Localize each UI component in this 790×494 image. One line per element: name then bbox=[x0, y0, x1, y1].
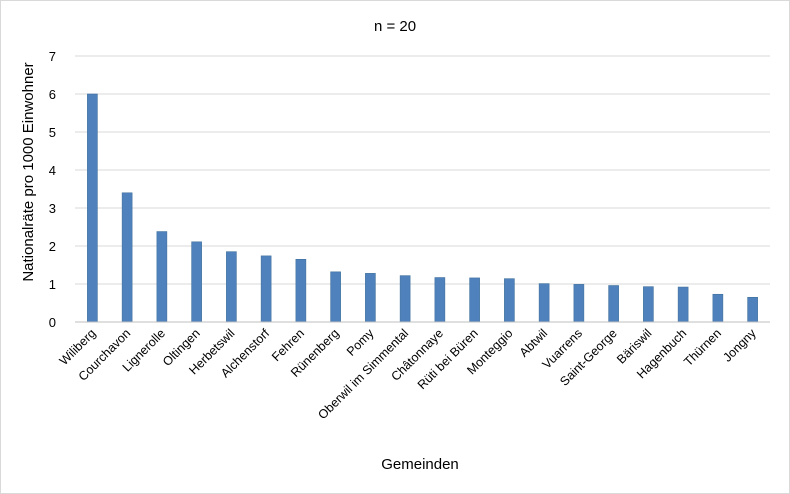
bar-herbetswil bbox=[226, 251, 237, 323]
bar-oltingen bbox=[191, 241, 202, 323]
x-tick-label: Pomy bbox=[344, 326, 377, 359]
y-axis-title: Nationalräte pro 1000 Einwohner bbox=[20, 62, 37, 281]
x-tick-label: Jongny bbox=[720, 326, 759, 365]
bar-hagenbuch bbox=[677, 286, 689, 323]
x-tick-label: Abtwil bbox=[517, 326, 550, 359]
bar-châtonnaye bbox=[434, 277, 446, 323]
x-axis-title: Gemeinden bbox=[381, 456, 459, 473]
bar-rünenberg bbox=[330, 271, 341, 323]
bar-bäriswil bbox=[643, 286, 654, 323]
bar-monteggio bbox=[504, 278, 515, 323]
bar-saint-george bbox=[608, 285, 619, 323]
y-axis-ticks: 0 1 2 3 4 5 6 7 bbox=[49, 49, 56, 330]
bar-alchenstorf bbox=[260, 255, 272, 323]
y-tick-label: 7 bbox=[49, 49, 56, 64]
y-tick-label: 2 bbox=[49, 239, 56, 254]
bar-pomy bbox=[365, 273, 376, 323]
y-tick-label: 3 bbox=[49, 201, 56, 216]
bar-oberwil-im-simmental bbox=[399, 275, 411, 323]
bar-fehren bbox=[295, 258, 307, 323]
bar-vuarrens bbox=[573, 284, 585, 323]
bar-wiliberg bbox=[87, 93, 98, 323]
y-tick-label: 5 bbox=[49, 125, 56, 140]
bar-abtwil bbox=[538, 283, 550, 323]
y-tick-label: 1 bbox=[49, 277, 56, 292]
bar-courchavon bbox=[121, 192, 133, 323]
x-tick-label: Thürnen bbox=[681, 326, 724, 369]
bar-rüti-bei-büren bbox=[469, 277, 480, 323]
bar-lignerolle bbox=[156, 231, 168, 323]
y-tick-label: 6 bbox=[49, 87, 56, 102]
x-axis-tick-labels: WilibergCourchavonLignerolleOltingenHerb… bbox=[57, 326, 760, 422]
bar-jongny bbox=[747, 296, 758, 323]
gridlines bbox=[75, 55, 770, 285]
y-tick-label: 0 bbox=[49, 315, 56, 330]
y-tick-label: 4 bbox=[49, 163, 56, 178]
chart-title: n = 20 bbox=[374, 18, 416, 35]
x-tick-label: Rüti bei Büren bbox=[415, 326, 481, 392]
bar-thürnen bbox=[712, 293, 724, 323]
